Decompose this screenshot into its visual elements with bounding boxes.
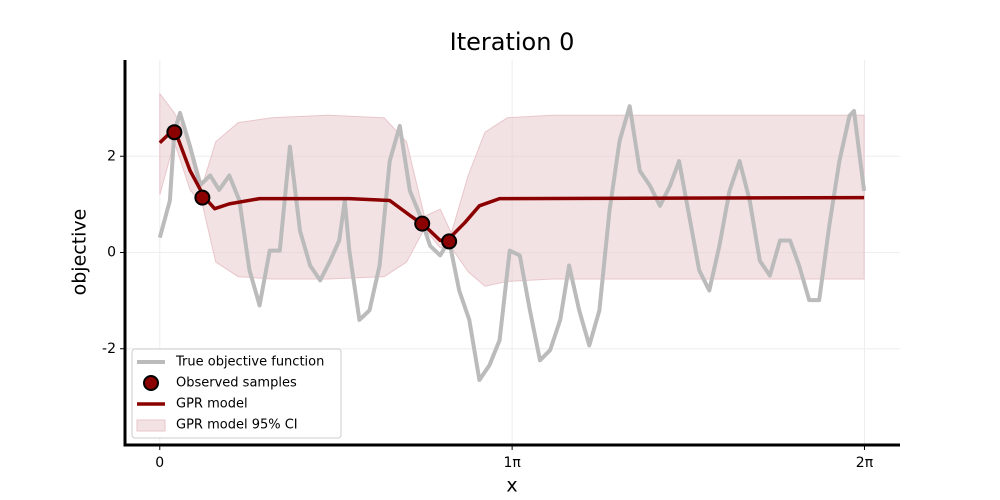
legend: True objective function Observed samples G… bbox=[131, 348, 342, 439]
y-axis-label: objective bbox=[69, 209, 91, 296]
legend-patch bbox=[136, 419, 166, 432]
model-line bbox=[158, 127, 865, 243]
chart-title: Iteration 0 bbox=[450, 28, 575, 56]
y-tick-label: -2 bbox=[102, 341, 116, 357]
legend-marker bbox=[143, 375, 159, 391]
observed-point bbox=[414, 215, 431, 232]
confidence-band bbox=[159, 92, 865, 287]
observed-point bbox=[194, 189, 211, 206]
observed-point bbox=[166, 124, 183, 141]
legend-label: Observed samples bbox=[176, 376, 297, 391]
x-tick-label: 0 bbox=[155, 455, 164, 471]
y-tick-label: 0 bbox=[107, 245, 116, 261]
legend-label: GPR model 95% CI bbox=[176, 418, 298, 433]
x-tick-label: 1π bbox=[503, 455, 521, 471]
x-tick-label: 2π bbox=[856, 455, 874, 471]
legend-label: True objective function bbox=[175, 355, 324, 370]
legend-label: GPR model bbox=[176, 397, 248, 412]
observed-point bbox=[441, 233, 458, 250]
y-tick-label: 2 bbox=[107, 148, 116, 164]
legend-box bbox=[131, 348, 342, 439]
x-axis-label: x bbox=[506, 475, 517, 497]
true-line bbox=[157, 104, 867, 382]
